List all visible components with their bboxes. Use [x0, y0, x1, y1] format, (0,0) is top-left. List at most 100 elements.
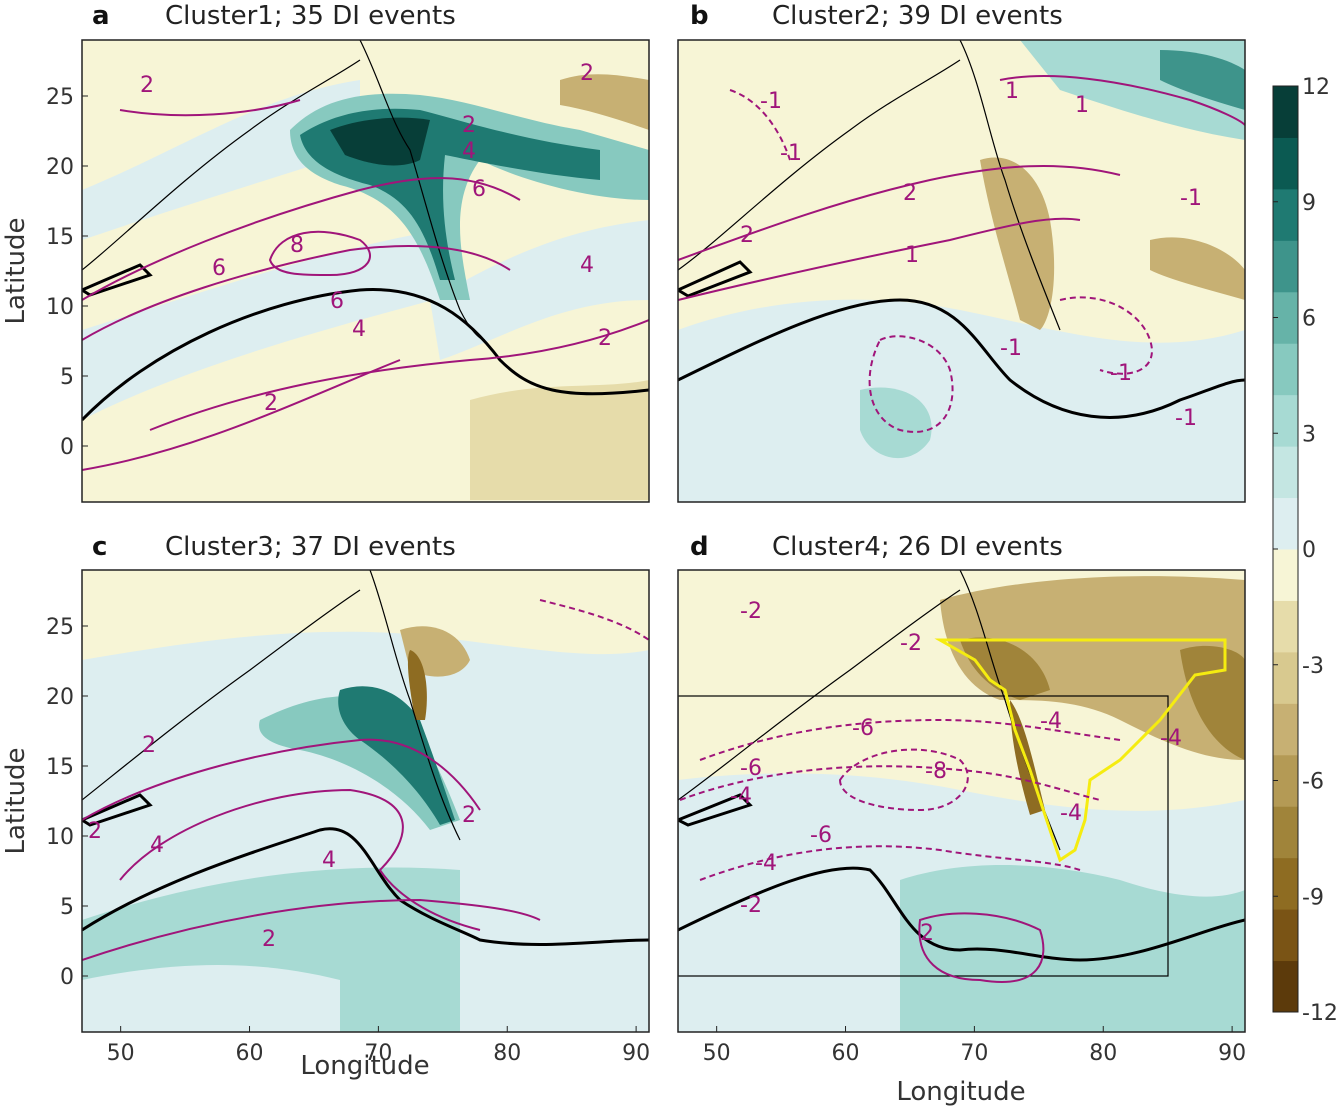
- panel-a-contour-label: 6: [472, 177, 486, 202]
- panel-b-letter: b: [690, 1, 709, 31]
- panel-a-field-darkest: [330, 117, 430, 166]
- panel-c-contour-label: 4: [322, 848, 336, 873]
- colorbar-tick-label: -6: [1302, 770, 1324, 795]
- panel-d-contour-neg6: [699, 845, 1081, 881]
- panel-a-contour-labels: 2 2 2 4 4 4 6 6 6 8 2 2: [140, 61, 612, 416]
- panel-c: c Cluster3; 37 DI events 2 2 4 4 2 2 Lat…: [1, 532, 650, 1081]
- panel-b-contour-label: -1: [1110, 361, 1132, 386]
- panel-a-contour-4: [82, 245, 511, 341]
- colorbar-tick-label: 9: [1302, 191, 1316, 216]
- panel-d-xticks: 50 60 70 80 90: [703, 1026, 1246, 1066]
- colorbar-tick-label: 12: [1302, 75, 1330, 100]
- panel-c-contour-label: 2: [88, 819, 102, 844]
- panel-d-contour-label: -4: [730, 784, 752, 809]
- panel-d-frame: [677, 569, 1246, 1033]
- panel-d-contour-label: -6: [852, 716, 874, 741]
- ytick-label: 15: [46, 755, 74, 780]
- panel-d-contour-neg8: [838, 748, 969, 812]
- panel-a-contour-label: 4: [462, 139, 476, 164]
- ytick-label: 5: [60, 365, 74, 390]
- panel-b-contour-2: [678, 164, 1121, 261]
- panel-b-contour-neg1: [729, 89, 791, 161]
- panel-a-field-tan: [470, 380, 649, 500]
- panel-a-ylabel: Latitude: [1, 217, 31, 324]
- panel-d-contour-label: -2: [740, 893, 762, 918]
- xtick-label: 60: [832, 1041, 860, 1066]
- colorbar: 12 9 6 3 0 -3 -6 -9 -12: [1272, 75, 1338, 1026]
- panel-d-contour-label: -4: [755, 851, 777, 876]
- panel-a-map: [82, 40, 649, 502]
- colorbar-swatch: [1273, 909, 1298, 962]
- panel-c-coastline: [369, 570, 461, 841]
- panel-d-contour-2: [918, 912, 1045, 983]
- ytick-label: 15: [46, 225, 74, 250]
- colorbar-tick-label: 6: [1302, 307, 1316, 332]
- colorbar-swatch: [1273, 960, 1298, 1013]
- panel-b-contour-label: 1: [1075, 93, 1089, 118]
- panel-a-thick-contour: [82, 288, 649, 422]
- panel-c-xticks: 50 60 70 80 90: [107, 1026, 650, 1066]
- panel-b-contour-label: 1: [905, 243, 919, 268]
- colorbar-swatch: [1273, 806, 1298, 859]
- panel-c-field-darkbrown: [407, 650, 427, 720]
- panel-c-contour-2: [82, 738, 481, 821]
- panel-a-contour-label: 4: [352, 317, 366, 342]
- panel-d-contour-label: -4: [1160, 726, 1182, 751]
- panel-a-contour-label: 2: [598, 326, 612, 351]
- panel-c-letter: c: [92, 532, 107, 562]
- ytick-label: 0: [60, 435, 74, 460]
- panel-a: a Cluster1; 35 DI events 2 2 2 4 4 4 6 6…: [1, 1, 650, 503]
- panel-b-contour-1-north: [999, 75, 1245, 126]
- panel-c-xlabel: Longitude: [300, 1051, 429, 1081]
- panel-a-contour-2-far-south: [82, 359, 401, 471]
- panel-b-contour-label: -1: [760, 89, 782, 114]
- xtick-label: 80: [1089, 1041, 1117, 1066]
- panel-a-field-light: [82, 80, 360, 240]
- panel-a-contour-label: 8: [290, 233, 304, 258]
- panel-a-field-light: [430, 220, 649, 360]
- panel-d-contour-label: -4: [1040, 709, 1062, 734]
- colorbar-tick-label: -3: [1302, 654, 1324, 679]
- panel-a-yticks: 0 5 10 15 20 25: [46, 85, 88, 460]
- panel-d-contour-labels: -2 -2 -6 -4 -6 -8 -4 -6 -4 -2 -4 -4 2: [730, 599, 1182, 946]
- panel-c-frame: [81, 569, 650, 1033]
- panel-c-yticks: 0 5 10 15 20 25: [46, 615, 88, 990]
- colorbar-tick-label: 0: [1302, 538, 1316, 563]
- panel-a-field-brown: [560, 74, 649, 130]
- panel-b-field-dark: [1160, 50, 1245, 110]
- panel-c-map: [82, 570, 649, 1032]
- colorbar-tick-label: -9: [1302, 885, 1324, 910]
- panel-a-contour-2-south: [149, 319, 649, 431]
- panel-a-frame: [81, 39, 650, 503]
- panel-a-contour-2: [82, 177, 521, 301]
- panel-a-contour-8: [268, 230, 371, 277]
- panel-b-coastline: [959, 40, 1061, 331]
- colorbar-swatch: [1273, 651, 1298, 704]
- panel-c-contour-neg: [539, 599, 649, 641]
- panel-c-contour-label: 2: [462, 803, 476, 828]
- colorbar-swatch: [1273, 600, 1298, 653]
- panel-c-contour-label: 2: [262, 927, 276, 952]
- xtick-label: 50: [107, 1041, 135, 1066]
- panel-c-coastline: [82, 589, 361, 801]
- panel-a-contour-label: 4: [580, 253, 594, 278]
- panel-c-island: [82, 793, 153, 827]
- xtick-label: 70: [364, 1041, 392, 1066]
- panel-a-contour-label: 6: [212, 256, 226, 281]
- panel-c-ylabel: Latitude: [1, 747, 31, 854]
- colorbar-tick-label: -12: [1302, 1001, 1338, 1026]
- colorbar-swatch: [1273, 240, 1298, 293]
- xtick-label: 80: [493, 1041, 521, 1066]
- panel-d: d Cluster4; 26 DI events -2 -2 -6 -4 -6 …: [677, 532, 1246, 1107]
- xtick-label: 50: [703, 1041, 731, 1066]
- panel-d-field-medium: [900, 865, 1245, 1032]
- panel-d-contour-label: -6: [810, 823, 832, 848]
- panel-c-contour-label: 4: [150, 833, 164, 858]
- xtick-label: 90: [622, 1041, 650, 1066]
- panel-a-contour-label: 6: [330, 289, 344, 314]
- panel-b-contour-1: [678, 217, 1081, 301]
- panel-c-contour-2-south: [82, 898, 541, 961]
- panel-b-title: Cluster2; 39 DI events: [772, 1, 1063, 31]
- panel-b-contour-label: -1: [780, 141, 802, 166]
